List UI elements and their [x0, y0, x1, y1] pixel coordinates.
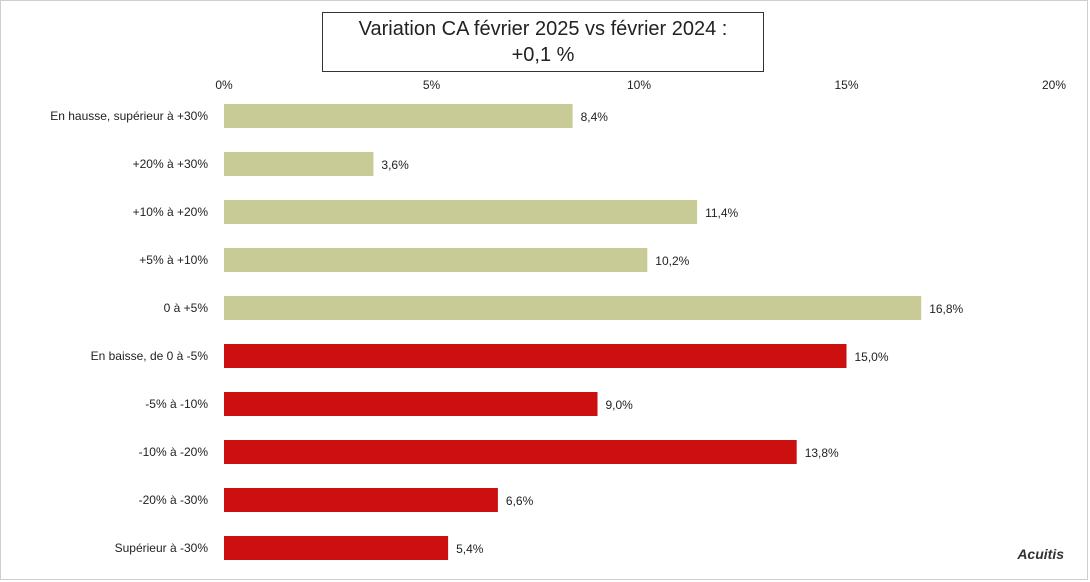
- bar: [224, 536, 449, 560]
- category-label: -20% à -30%: [139, 493, 209, 507]
- bar: [224, 152, 374, 176]
- data-label: 5,4%: [456, 542, 484, 556]
- bar: [224, 392, 598, 416]
- category-label: En hausse, supérieur à +30%: [50, 109, 208, 123]
- data-label: 11,4%: [705, 206, 738, 220]
- brand-logo: Acuitis: [1017, 546, 1064, 562]
- bar: [224, 440, 797, 464]
- category-label: 0 à +5%: [164, 301, 209, 315]
- category-label: +5% à +10%: [139, 253, 208, 267]
- category-label: +10% à +20%: [133, 205, 209, 219]
- chart-title-line-1: Variation CA février 2025 vs février 202…: [358, 18, 728, 40]
- chart-title: Variation CA février 2025 vs février 202…: [322, 12, 764, 72]
- data-label: 10,2%: [655, 254, 689, 268]
- data-label: 8,4%: [581, 110, 609, 124]
- data-label: 6,6%: [506, 494, 534, 508]
- data-label: 16,8%: [929, 302, 963, 316]
- bar: [224, 200, 698, 224]
- bar: [224, 296, 922, 320]
- bar: [224, 344, 847, 368]
- bar: [224, 104, 573, 128]
- x-tick-label: 0%: [215, 78, 233, 92]
- x-tick-label: 5%: [423, 78, 441, 92]
- data-label: 15,0%: [855, 350, 889, 364]
- category-label: -10% à -20%: [139, 445, 209, 459]
- bar: [224, 488, 498, 512]
- bar: [224, 248, 648, 272]
- category-label: +20% à +30%: [133, 157, 209, 171]
- x-tick-label: 15%: [834, 78, 858, 92]
- chart-title-line-2: +0,1 %: [511, 44, 575, 66]
- category-label: Supérieur à -30%: [115, 541, 209, 555]
- category-label: En baisse, de 0 à -5%: [91, 349, 209, 363]
- data-label: 13,8%: [805, 446, 839, 460]
- x-tick-label: 20%: [1042, 78, 1066, 92]
- data-label: 3,6%: [381, 158, 409, 172]
- x-tick-label: 10%: [627, 78, 651, 92]
- data-label: 9,0%: [606, 398, 634, 412]
- category-label: -5% à -10%: [145, 397, 208, 411]
